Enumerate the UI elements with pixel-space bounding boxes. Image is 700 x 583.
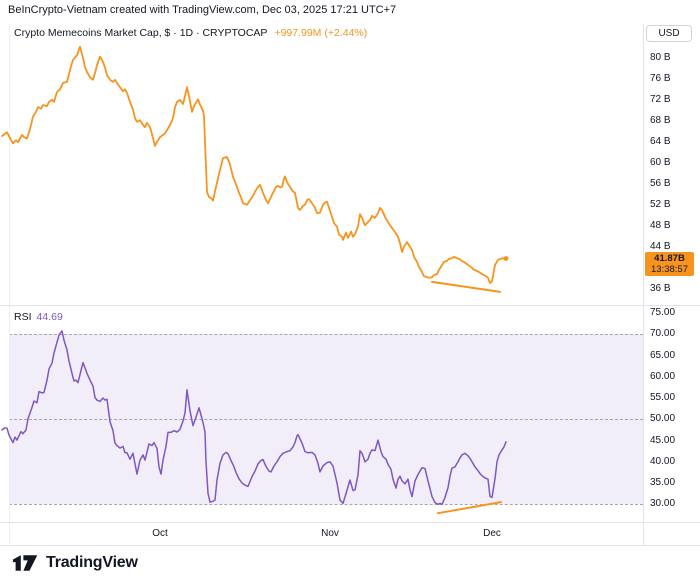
scale-tick-label: 52 B xyxy=(650,199,671,211)
scale-tick-label: 55.00 xyxy=(650,392,676,403)
time-tick-label: Nov xyxy=(321,528,339,539)
scale-tick-label: 60.00 xyxy=(650,370,676,382)
rsi-legend[interactable]: RSI 44.69 xyxy=(14,311,63,323)
rsi-level-line-70 xyxy=(9,334,643,336)
attribution-text: BeInCrypto-Vietnam created with TradingV… xyxy=(8,4,397,16)
scale-tick-label: 56 B xyxy=(650,178,671,190)
chart-title: Crypto Memecoins Market Cap, $ · 1D · CR… xyxy=(14,27,268,39)
rsi-legend-title: RSI xyxy=(14,311,32,323)
rsi-legend-value: 44.69 xyxy=(36,311,63,323)
scale-tick-label: 44 B xyxy=(650,241,671,253)
chart-bottom-border xyxy=(0,545,700,546)
time-tick-label: Oct xyxy=(152,528,168,539)
scale-tick-label: 60 B xyxy=(650,157,671,169)
chart-change-value: +997.99M (+2.44%) xyxy=(274,27,368,39)
tradingview-logo-text[interactable]: TradingView xyxy=(46,554,138,571)
chart-canvas[interactable] xyxy=(0,0,700,548)
scale-tick-label: 70.00 xyxy=(650,328,676,340)
scale-tick-label: 40.00 xyxy=(650,455,676,467)
main-chart-legend[interactable]: Crypto Memecoins Market Cap, $ · 1D · CR… xyxy=(14,27,367,39)
rsi-level-line-30 xyxy=(9,504,643,506)
price-scale-separator xyxy=(643,24,644,545)
scale-tick-label: 30.00 xyxy=(650,498,676,510)
scale-tick-label: 36 B xyxy=(650,283,671,295)
scale-tick-label: 48 B xyxy=(650,220,671,232)
last-price-marker xyxy=(503,256,509,261)
tradingview-logo-icon[interactable] xyxy=(13,554,39,572)
pane-left-border xyxy=(9,24,10,545)
scale-tick-label: 80 B xyxy=(650,52,671,64)
scale-tick-label: 35.00 xyxy=(650,477,676,488)
scale-tick-label: 72 B xyxy=(650,94,671,106)
last-price-value: 41.87B xyxy=(654,253,685,264)
footer: TradingView xyxy=(13,551,138,575)
scale-tick-label: 76 B xyxy=(650,73,671,85)
last-price-label: 41.87B 13:38:57 xyxy=(645,252,694,276)
scale-tick-label: 50.00 xyxy=(650,413,676,425)
rsi-level-line-50 xyxy=(9,419,643,421)
scale-tick-label: 68 B xyxy=(650,115,671,127)
time-tick-label: Dec xyxy=(483,528,501,539)
bar-countdown-timer: 13:38:57 xyxy=(651,264,688,275)
scale-tick-label: 64 B xyxy=(650,136,671,148)
currency-toggle-button[interactable]: USD xyxy=(646,25,692,42)
scale-tick-label: 45.00 xyxy=(650,434,676,446)
chart-widget: Crypto Memecoins Market Cap, $ · 1D · CR… xyxy=(0,0,700,548)
pane-separator[interactable] xyxy=(0,305,700,306)
scale-tick-label: 75.00 xyxy=(650,307,676,318)
time-scale[interactable]: Oct Nov Dec xyxy=(0,522,700,545)
price-scale[interactable]: 84 B80 B76 B72 B68 B64 B60 B56 B52 B48 B… xyxy=(644,24,700,522)
scale-tick-label: 65.00 xyxy=(650,349,676,361)
time-scale-separator xyxy=(0,522,700,523)
